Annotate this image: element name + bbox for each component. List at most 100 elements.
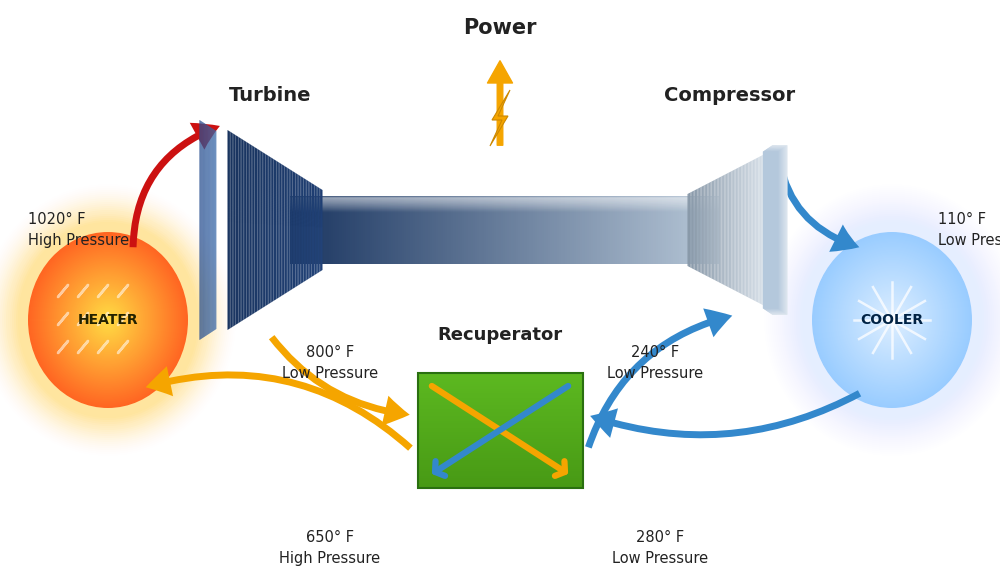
Bar [643, 196, 645, 264]
Ellipse shape [873, 299, 911, 341]
Polygon shape [746, 163, 747, 297]
Bar [404, 196, 406, 264]
Ellipse shape [29, 233, 187, 407]
Bar [344, 196, 346, 264]
Ellipse shape [825, 246, 959, 394]
Ellipse shape [886, 313, 898, 326]
Polygon shape [764, 151, 779, 309]
Bar [290, 200, 720, 202]
Ellipse shape [85, 295, 131, 345]
Ellipse shape [83, 292, 133, 348]
Bar [449, 196, 451, 264]
Ellipse shape [96, 307, 120, 333]
Ellipse shape [821, 242, 963, 398]
Bar [393, 196, 395, 264]
Bar [490, 196, 492, 264]
Bar [418, 396, 582, 398]
Ellipse shape [72, 280, 144, 360]
Ellipse shape [884, 311, 900, 329]
Bar [318, 196, 320, 264]
Ellipse shape [812, 232, 972, 408]
Ellipse shape [857, 282, 927, 359]
Polygon shape [772, 146, 786, 315]
Bar [418, 379, 582, 382]
Bar [619, 196, 621, 264]
Ellipse shape [66, 274, 150, 366]
Bar [331, 196, 333, 264]
Polygon shape [770, 147, 784, 313]
Ellipse shape [823, 244, 961, 396]
Bar [290, 211, 720, 212]
Polygon shape [770, 151, 771, 309]
Bar [406, 196, 408, 264]
Bar [494, 196, 496, 264]
Polygon shape [285, 166, 286, 294]
FancyArrowPatch shape [269, 335, 410, 426]
Polygon shape [770, 146, 786, 313]
Polygon shape [767, 149, 782, 311]
Bar [303, 196, 305, 264]
Bar [290, 199, 720, 202]
Ellipse shape [881, 308, 903, 332]
Bar [418, 421, 582, 423]
Bar [610, 196, 612, 264]
Bar [294, 196, 296, 264]
Ellipse shape [861, 286, 923, 354]
FancyArrowPatch shape [130, 123, 220, 248]
Polygon shape [741, 165, 743, 295]
Bar [445, 196, 447, 264]
Ellipse shape [853, 277, 931, 363]
Bar [309, 196, 312, 264]
Bar [320, 196, 322, 264]
Ellipse shape [829, 250, 955, 389]
Ellipse shape [827, 249, 957, 392]
Bar [574, 196, 576, 264]
Polygon shape [748, 162, 750, 298]
Ellipse shape [813, 233, 971, 407]
Ellipse shape [106, 318, 110, 322]
Bar [418, 462, 582, 465]
Bar [597, 196, 600, 264]
Bar [389, 196, 391, 264]
Bar [701, 196, 703, 264]
Polygon shape [302, 177, 304, 283]
Bar [488, 196, 490, 264]
Polygon shape [288, 168, 289, 292]
Polygon shape [234, 134, 235, 326]
Bar [462, 196, 464, 264]
Bar [548, 196, 550, 264]
Ellipse shape [48, 254, 168, 386]
Ellipse shape [800, 220, 984, 420]
Ellipse shape [880, 307, 904, 333]
Bar [716, 196, 718, 264]
Bar [696, 196, 698, 264]
Bar [357, 196, 359, 264]
Bar [380, 196, 382, 264]
Ellipse shape [14, 218, 202, 422]
Polygon shape [311, 183, 313, 277]
Bar [632, 196, 634, 264]
Bar [507, 196, 509, 264]
Ellipse shape [59, 266, 157, 374]
Bar [554, 196, 557, 264]
Bar [711, 196, 714, 264]
Ellipse shape [32, 236, 184, 403]
Polygon shape [243, 140, 245, 320]
Bar [660, 196, 662, 264]
Polygon shape [270, 157, 272, 303]
Ellipse shape [76, 285, 140, 355]
Polygon shape [734, 169, 736, 291]
Polygon shape [766, 149, 781, 310]
Polygon shape [768, 148, 784, 312]
Bar [466, 196, 468, 264]
Ellipse shape [95, 306, 121, 335]
Text: 650° F
High Pressure: 650° F High Pressure [279, 530, 381, 566]
Bar [703, 196, 705, 264]
Polygon shape [724, 174, 726, 286]
Ellipse shape [40, 245, 176, 395]
Bar [348, 196, 350, 264]
Ellipse shape [889, 317, 895, 323]
Bar [707, 196, 709, 264]
Polygon shape [269, 156, 270, 304]
Polygon shape [258, 149, 259, 311]
